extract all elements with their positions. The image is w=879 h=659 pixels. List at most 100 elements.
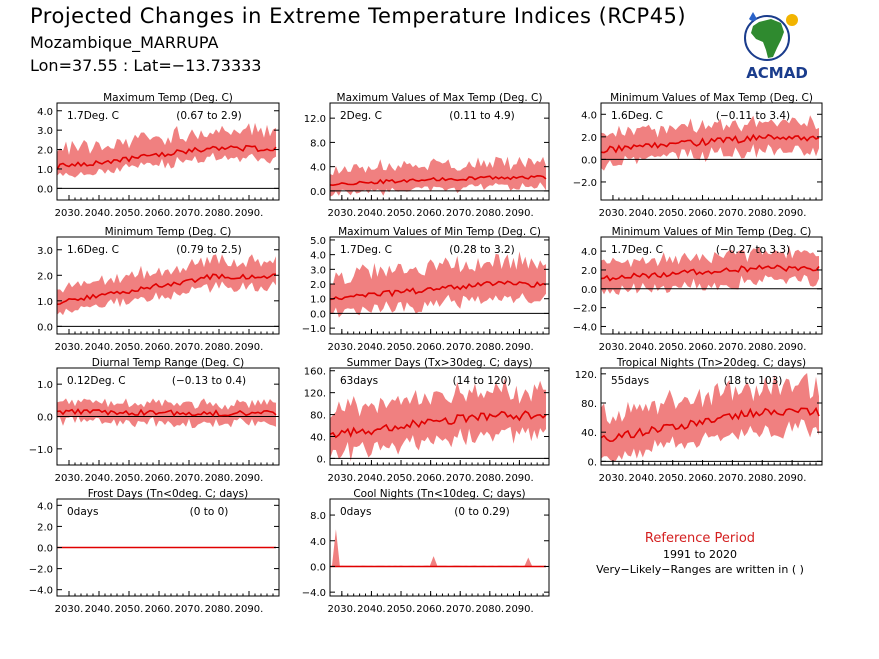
x-tick-label: 2090. [778,473,807,484]
x-tick-label: 2070. [175,604,204,615]
y-tick-label: 1.0 [310,295,326,306]
africa-map-icon [751,19,784,58]
x-tick-label: 2080. [205,473,234,484]
mean-change-label: 1.7Deg. C [611,244,663,256]
mean-change-label: 55days [611,375,649,387]
y-tick-label: 0.0 [37,544,53,555]
y-tick-label: 0.0 [581,155,597,166]
panel-title: Maximum Temp (Deg. C) [103,92,233,104]
y-tick-label: 120. [575,370,597,381]
x-tick-label: 2070. [446,208,475,219]
uncertainty-band [601,373,819,462]
mean-change-label: 0days [340,506,371,518]
mean-change-label: 1.7Deg. C [340,244,392,256]
band-spike-3 [524,557,533,567]
x-tick-label: 2040. [85,473,114,484]
x-tick-label: 2090. [778,342,807,353]
chart-panel-10: −4.0 −2.0 0.0 2.0 4.0 2030. 2040. 2050. 2060. 207… [29,488,280,615]
band-spike-1 [331,529,340,567]
x-tick-label: 2070. [718,208,747,219]
plot-frame [600,102,823,201]
x-tick-label: 2060. [145,473,174,484]
x-tick-label: 2050. [387,208,416,219]
x-tick-label: 2080. [475,473,504,484]
panel-title: Minimum Temp (Deg. C) [105,226,232,238]
ensemble-mean-line [329,280,547,301]
y-tick-label: 120. [304,389,326,400]
likely-range-label: (−0.13 to 0.4) [172,375,246,387]
uncertainty-band [57,122,276,178]
y-tick-label: 8.0 [310,511,326,522]
likely-range-label: (−0.27 to 3.3) [716,244,790,256]
x-tick-label: 2030. [328,473,357,484]
x-tick-label: 2050. [658,342,687,353]
panel-title: Tropical Nights (Tn>20deg. C; days) [616,357,806,369]
uncertainty-band [330,251,546,318]
x-tick-label: 2080. [748,342,777,353]
logo-text: ACMAD [746,64,808,82]
y-tick-label: 3.0 [37,126,53,137]
y-tick-label: −2.0 [573,178,597,189]
uncertainty-band [601,245,819,295]
x-tick-label: 2040. [357,342,386,353]
y-tick-label: −2.0 [573,304,597,315]
y-tick-label: 4.0 [37,501,53,512]
y-tick-label: 3.0 [310,265,326,276]
x-tick-label: 2060. [688,342,717,353]
x-tick-label: 2090. [235,208,264,219]
ensemble-mean-line [56,408,277,417]
plot-frame [329,367,550,466]
sun-icon [786,14,798,26]
y-tick-label: 4.0 [581,110,597,121]
likely-range-label: (0.11 to 4.9) [449,110,515,122]
plot-frame [329,498,550,597]
x-tick-label: 2030. [55,208,84,219]
water-drop-icon [749,12,757,21]
x-tick-label: 2090. [505,342,534,353]
x-tick-label: 2050. [658,208,687,219]
x-tick-label: 2080. [205,342,234,353]
likely-range-label: (0.67 to 2.9) [176,110,242,122]
x-tick-label: 2090. [235,473,264,484]
x-tick-label: 2090. [235,342,264,353]
x-tick-label: 2030. [55,473,84,484]
y-tick-label: 4.0 [310,163,326,174]
x-tick-label: 2060. [416,473,445,484]
x-tick-label: 2070. [446,604,475,615]
uncertainty-band [601,115,819,171]
y-tick-label: 40. [310,433,326,444]
y-tick-label: −1.0 [29,445,53,456]
x-tick-label: 2070. [175,208,204,219]
y-tick-label: 0. [587,457,597,468]
x-tick-label: 2030. [328,208,357,219]
x-tick-label: 2060. [688,208,717,219]
x-tick-label: 2080. [748,473,777,484]
plot-frame [56,236,280,335]
x-tick-label: 2070. [446,342,475,353]
y-tick-label: 0.0 [310,309,326,320]
x-tick-label: 2030. [55,604,84,615]
x-tick-label: 2040. [357,604,386,615]
likely-range-label: (0.79 to 2.5) [176,244,242,256]
x-tick-label: 2040. [628,342,657,353]
y-tick-label: −4.0 [29,586,53,597]
ensemble-mean-line [56,273,277,306]
ensemble-mean-line [600,264,820,282]
y-tick-label: 0.0 [37,322,53,333]
panel-title: Cool Nights (Tn<10deg. C; days) [353,488,525,500]
x-tick-label: 2030. [328,342,357,353]
y-tick-label: 2.0 [37,271,53,282]
x-tick-label: 2060. [416,342,445,353]
x-tick-label: 2050. [658,473,687,484]
x-tick-label: 2090. [505,473,534,484]
x-tick-label: 2070. [718,473,747,484]
x-tick-label: 2080. [475,604,504,615]
ensemble-mean-line [56,144,277,170]
mean-change-label: 1.7Deg. C [67,110,119,122]
mean-change-label: 1.6Deg. C [67,244,119,256]
y-tick-label: 0.0 [37,413,53,424]
band-spike-2 [429,556,438,567]
x-tick-label: 2070. [446,473,475,484]
